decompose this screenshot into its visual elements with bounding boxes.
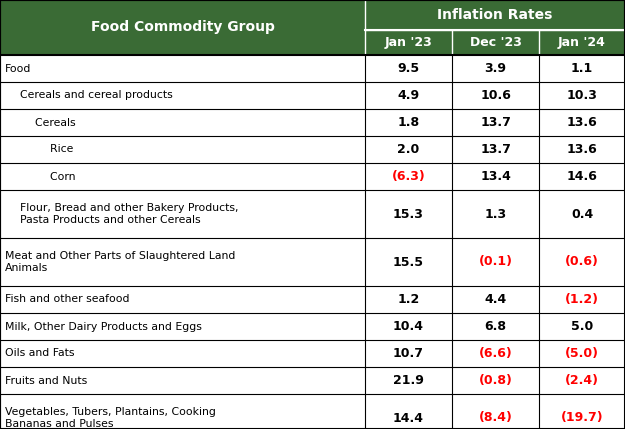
Text: 14.6: 14.6 [567,170,598,183]
Text: (19.7): (19.7) [561,411,603,425]
Text: 1.3: 1.3 [484,208,506,221]
Text: (2.4): (2.4) [565,374,599,387]
Text: Fish and other seafood: Fish and other seafood [5,294,129,305]
Text: (6.6): (6.6) [479,347,512,360]
Text: 13.4: 13.4 [480,170,511,183]
Bar [0,340,625,367]
Bar [0,82,625,109]
Text: 13.7: 13.7 [480,143,511,156]
Text: Milk, Other Dairy Products and Eggs: Milk, Other Dairy Products and Eggs [5,321,202,332]
Bar [0,136,625,163]
Text: Dec '23: Dec '23 [469,36,521,49]
Text: 5.0: 5.0 [571,320,593,333]
Text: 0.4: 0.4 [571,208,593,221]
Bar [0,313,625,340]
Text: (6.3): (6.3) [392,170,426,183]
Text: 15.5: 15.5 [393,256,424,269]
Bar [0,163,625,190]
Text: Vegetables, Tubers, Plantains, Cooking
Bananas and Pulses: Vegetables, Tubers, Plantains, Cooking B… [5,407,216,429]
Text: 10.4: 10.4 [393,320,424,333]
Bar [0,286,625,313]
Bar [0,0,625,55]
Text: Fruits and Nuts: Fruits and Nuts [5,375,88,386]
Text: Jan '23: Jan '23 [384,36,432,49]
Text: Corn: Corn [29,172,76,181]
Text: 15.3: 15.3 [393,208,424,221]
Text: (1.2): (1.2) [565,293,599,306]
Text: 14.4: 14.4 [393,411,424,425]
Text: Inflation Rates: Inflation Rates [438,8,552,22]
Bar [0,109,625,136]
Text: (8.4): (8.4) [479,411,512,425]
Text: Rice: Rice [29,145,73,154]
Text: (5.0): (5.0) [565,347,599,360]
Text: (0.6): (0.6) [565,256,599,269]
Text: 10.6: 10.6 [480,89,511,102]
Text: 4.9: 4.9 [398,89,419,102]
Text: 6.8: 6.8 [484,320,506,333]
Text: (0.1): (0.1) [479,256,512,269]
Text: Jan '24: Jan '24 [558,36,606,49]
Bar [0,0,625,55]
Text: 1.1: 1.1 [571,62,593,75]
Bar [0,238,625,286]
Text: 4.4: 4.4 [484,293,507,306]
Text: Food: Food [5,63,31,73]
Bar [0,55,625,82]
Text: Meat and Other Parts of Slaughtered Land
Animals: Meat and Other Parts of Slaughtered Land… [5,251,236,273]
Bar [0,367,625,394]
Text: 1.2: 1.2 [398,293,419,306]
Text: 1.8: 1.8 [398,116,419,129]
Text: 13.7: 13.7 [480,116,511,129]
Text: Cereals: Cereals [21,118,76,127]
Text: Cereals and cereal products: Cereals and cereal products [13,91,172,100]
Text: 10.3: 10.3 [567,89,598,102]
Text: 10.7: 10.7 [393,347,424,360]
Text: 13.6: 13.6 [567,116,598,129]
Text: 21.9: 21.9 [393,374,424,387]
Bar [0,394,625,429]
Text: 3.9: 3.9 [484,62,506,75]
Text: Food Commodity Group: Food Commodity Group [91,21,274,34]
Text: 2.0: 2.0 [398,143,419,156]
Text: 13.6: 13.6 [567,143,598,156]
Text: Oils and Fats: Oils and Fats [5,348,74,359]
Text: (0.8): (0.8) [479,374,512,387]
Text: 9.5: 9.5 [398,62,419,75]
Bar [0,190,625,238]
Text: Flour, Bread and other Bakery Products,
  Pasta Products and other Cereals: Flour, Bread and other Bakery Products, … [13,203,239,225]
